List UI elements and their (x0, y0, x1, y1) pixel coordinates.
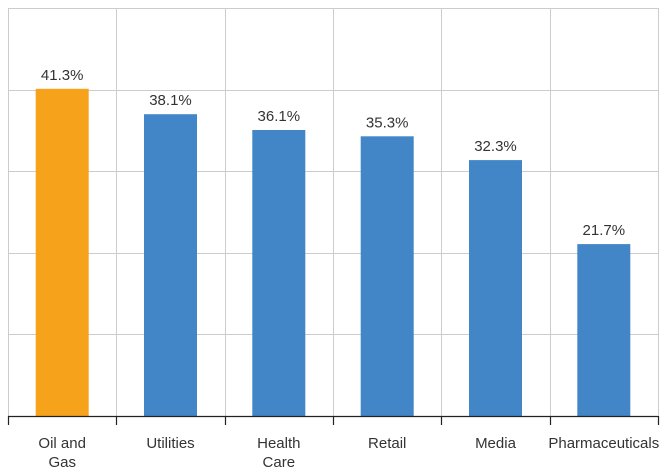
bar (144, 114, 197, 416)
x-tick-label: Oil and Gas (38, 435, 86, 471)
x-tick-labels: Oil and Gas Utilities Health Care Retail Media… (38, 435, 659, 471)
bars-layer (35, 88, 631, 417)
x-axis (7, 415, 660, 425)
x-tick-label: Health Care (257, 435, 300, 471)
x-tick-label: Retail (368, 435, 406, 452)
bar (577, 244, 631, 416)
bar (252, 130, 306, 416)
data-label: 35.3% (366, 114, 409, 131)
bar (469, 160, 522, 416)
data-labels-layer: 41.3% 38.1% 36.1% 35.3% 32.3% 21.7% (41, 67, 625, 239)
data-label: 38.1% (149, 92, 192, 109)
bar (360, 136, 414, 417)
data-label: 36.1% (258, 108, 301, 125)
x-tick-label: Pharmaceuticals (548, 435, 659, 452)
x-tick-label: Utilities (146, 435, 194, 452)
data-label: 41.3% (41, 67, 84, 84)
grid-layer (8, 8, 659, 416)
data-label: 21.7% (583, 222, 626, 239)
data-label: 32.3% (474, 138, 517, 155)
bar (35, 88, 89, 417)
x-tick-label: Media (475, 435, 517, 452)
